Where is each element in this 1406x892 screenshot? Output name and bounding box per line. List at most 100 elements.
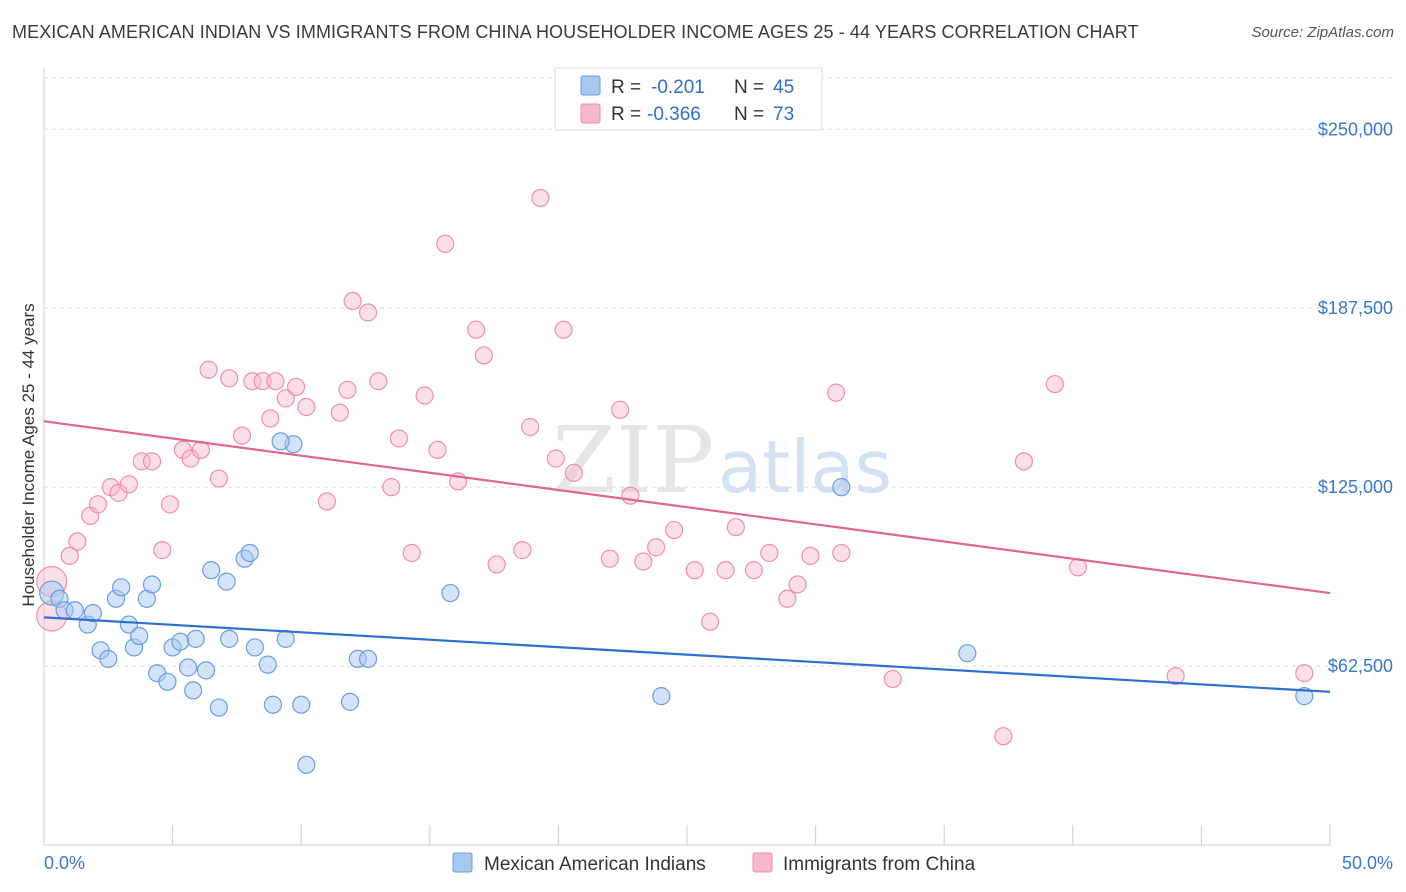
legend-label-mexican-american-indians: Mexican American Indians (484, 854, 706, 875)
data-point (531, 188, 550, 208)
data-point (665, 520, 684, 540)
data-point (286, 377, 306, 397)
data-point (171, 632, 190, 651)
tick-labels: $62,500 $125,000 $187,500 $250,000 0.0% 50.0% (44, 119, 1393, 873)
data-point (474, 346, 493, 365)
data-point (358, 649, 378, 669)
data-point (415, 386, 434, 405)
grid-lines (44, 77, 1394, 667)
data-point (389, 429, 409, 448)
data-point (160, 495, 180, 514)
data-point (253, 372, 272, 391)
data-point (83, 603, 102, 623)
data-point (428, 440, 447, 460)
legend-r-value: -0.366 (647, 104, 701, 125)
x-tick-label: 0.0% (44, 853, 85, 873)
data-point (382, 478, 401, 497)
data-point (243, 372, 262, 391)
y-tick-label: $250,000 (1318, 119, 1393, 139)
data-point (202, 561, 221, 580)
data-point (716, 561, 735, 580)
trend-line-immigrants-from-china (43, 420, 1331, 595)
series-mexican-american-indians (39, 432, 1314, 774)
data-point (209, 469, 228, 488)
data-point (142, 575, 162, 594)
data-point (788, 575, 807, 594)
data-point (801, 546, 820, 565)
data-point (220, 369, 239, 388)
data-point (611, 400, 630, 419)
y-tick-label: $125,000 (1318, 477, 1393, 497)
data-point (132, 452, 151, 471)
data-point (178, 658, 198, 677)
data-point (292, 695, 311, 714)
legend-r-label: R = (611, 104, 641, 125)
data-point (513, 541, 532, 560)
data-point (209, 698, 228, 717)
data-point (119, 615, 138, 634)
data-point (441, 583, 460, 603)
data-point (60, 546, 79, 565)
data-point (652, 687, 671, 706)
data-point (217, 572, 236, 591)
legend-swatch-blue (452, 852, 473, 873)
trend-lines (43, 420, 1331, 693)
data-point (369, 372, 388, 391)
legend-label-immigrants-from-china: Immigrants from China (783, 854, 976, 875)
data-point (276, 389, 295, 408)
data-point (358, 303, 378, 322)
data-point (153, 541, 172, 560)
data-point (184, 681, 203, 700)
data-point (266, 372, 285, 391)
chart-title: MEXICAN AMERICAN INDIAN VS IMMIGRANTS FR… (12, 22, 1139, 42)
data-point (521, 417, 540, 437)
data-point (261, 409, 280, 428)
data-point (232, 426, 252, 445)
correlation-legend: R = -0.201 N = 45 R = -0.366 N = 73 (554, 67, 823, 131)
source-credit: Source: ZipAtlas.com (1251, 24, 1394, 41)
watermark: ZIP atlas (552, 407, 892, 514)
data-point (220, 629, 239, 648)
data-point (330, 403, 349, 422)
data-point (487, 555, 506, 574)
data-point (958, 644, 977, 663)
data-point (88, 495, 108, 514)
y-tick-label: $187,500 (1318, 298, 1393, 318)
data-point (402, 543, 421, 563)
data-point (564, 463, 583, 482)
watermark-zip: ZIP (552, 407, 714, 514)
legend-n-value: 73 (773, 104, 794, 125)
data-point (634, 552, 653, 571)
data-point (258, 655, 277, 674)
data-point (99, 649, 118, 669)
data-point (142, 452, 162, 471)
trend-line-mexican-american-indians (43, 616, 1331, 693)
data-point (130, 626, 149, 646)
data-point (158, 672, 177, 691)
data-point (994, 727, 1013, 746)
legend-r-label: R = (611, 77, 641, 98)
data-point (297, 397, 316, 417)
data-point (744, 561, 763, 580)
data-point (317, 492, 337, 511)
data-point (196, 661, 216, 680)
legend-swatch-pink (580, 103, 601, 124)
data-point (827, 383, 846, 402)
series-legend: Mexican American Indians Immigrants from… (452, 852, 976, 875)
data-point (119, 475, 138, 494)
data-point (832, 478, 851, 497)
data-point (701, 612, 720, 631)
data-point (186, 629, 205, 648)
data-point (199, 360, 218, 379)
data-point (276, 629, 295, 648)
data-point (271, 432, 290, 451)
data-point (245, 638, 265, 657)
data-point (1014, 452, 1034, 471)
data-point (1295, 664, 1314, 683)
series-immigrants-from-china (36, 188, 1314, 746)
data-point (466, 320, 486, 339)
x-tick-label: 50.0% (1342, 853, 1393, 873)
data-point (1295, 687, 1314, 706)
legend-swatch-pink (752, 852, 773, 873)
